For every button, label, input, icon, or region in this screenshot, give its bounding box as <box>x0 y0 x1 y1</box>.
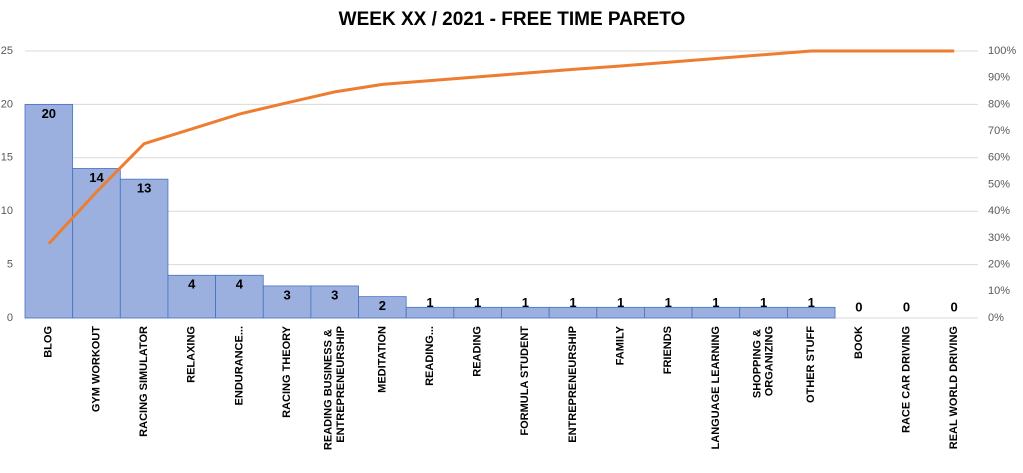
y-tick-label: 5 <box>7 259 13 271</box>
y2-tick-label: 30% <box>988 232 1010 244</box>
value-label: 20 <box>42 106 56 121</box>
x-tick-label: BOOK <box>853 326 865 359</box>
y-tick-label: 25 <box>1 45 13 57</box>
x-tick-label: RACE CAR DRIVING <box>900 326 912 433</box>
x-tick-label: FAMILY <box>615 325 627 365</box>
bar <box>262 285 312 319</box>
x-tick-label: RACING THEORY <box>281 325 293 418</box>
y-tick-label: 0 <box>7 312 13 324</box>
bar <box>24 104 74 319</box>
value-label: 1 <box>760 295 767 310</box>
x-tick-label: READING <box>472 326 484 377</box>
x-tick-label: OTHER STUFF <box>805 326 817 403</box>
value-label: 1 <box>617 295 624 310</box>
value-label: 1 <box>426 295 433 310</box>
x-tick-label: SHOPPING & ORGANIZING <box>751 326 775 398</box>
y2-tick-label: 50% <box>988 178 1010 190</box>
y2-tick-label: 60% <box>988 152 1010 164</box>
value-label: 14 <box>89 170 104 185</box>
value-label: 1 <box>808 295 815 310</box>
value-label: 2 <box>379 298 386 313</box>
value-label: 1 <box>474 295 481 310</box>
y2-tick-label: 10% <box>988 285 1010 297</box>
y2-tick-label: 90% <box>988 72 1010 84</box>
value-label: 1 <box>569 295 576 310</box>
value-label: 13 <box>137 181 151 196</box>
bar <box>310 285 359 319</box>
value-label: 1 <box>522 295 529 310</box>
x-tick-label: READING BUSINESS & ENTREPRENEURSHIP <box>323 326 347 450</box>
x-tick-label: MEDITATION <box>376 326 388 393</box>
x-tick-label-line: ORGANIZING <box>764 326 776 396</box>
x-tick-label: FORMULA STUDENT <box>519 326 531 436</box>
x-tick-label: RELAXING <box>186 326 198 383</box>
x-tick-label: READING... <box>424 326 436 386</box>
x-tick-label-line: ENTREPRENEURSHIP <box>335 326 347 443</box>
y2-tick-label: 40% <box>988 205 1010 217</box>
x-tick-label-line: READING BUSINESS & <box>323 326 335 450</box>
x-tick-label-line: SHOPPING & <box>751 326 763 398</box>
y2-tick-label: 0% <box>988 312 1004 324</box>
value-label: 0 <box>855 299 862 314</box>
x-tick-label: GYM WORKOUT <box>90 326 102 412</box>
x-tick-label: ENDURANCE... <box>233 326 245 405</box>
y2-tick-label: 70% <box>988 125 1010 137</box>
x-tick-label: FRIENDS <box>662 326 674 374</box>
y2-tick-label: 100% <box>988 45 1016 57</box>
bar <box>787 306 836 319</box>
chart-title: WEEK XX / 2021 - FREE TIME PARETO <box>339 9 686 30</box>
bar <box>119 178 169 319</box>
cumulative-line <box>47 49 955 245</box>
y-tick-label: 10 <box>1 205 13 217</box>
value-label: 1 <box>712 295 719 310</box>
x-tick-label: ENTREPRENEURSHIP <box>567 326 579 443</box>
x-tick-label: REAL WORLD DRIVING <box>948 326 960 449</box>
y-tick-label: 20 <box>1 98 13 110</box>
y-tick-label: 15 <box>1 152 13 164</box>
value-label: 0 <box>903 299 910 314</box>
y2-tick-label: 20% <box>988 259 1010 271</box>
value-label: 1 <box>665 295 672 310</box>
value-label: 4 <box>188 277 196 292</box>
x-tick-label: BLOG <box>43 326 55 358</box>
x-tick-label: RACING SIMULATOR <box>138 326 150 437</box>
value-label: 3 <box>331 287 338 302</box>
value-label: 3 <box>283 287 290 302</box>
value-label: 4 <box>236 277 244 292</box>
y2-tick-label: 80% <box>988 98 1010 110</box>
x-tick-label: LANGUAGE LEARNING <box>710 326 722 449</box>
value-label: 0 <box>951 299 958 314</box>
